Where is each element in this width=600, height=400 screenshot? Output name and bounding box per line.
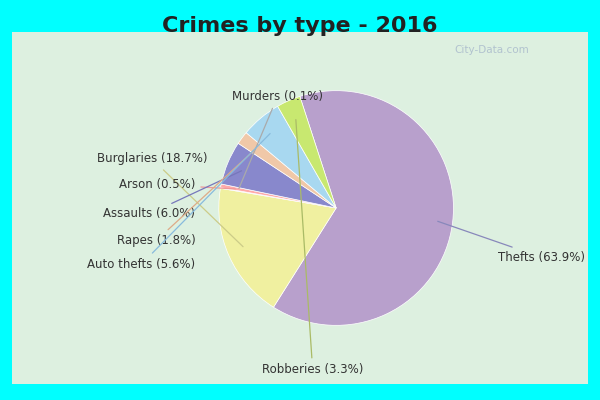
Text: Arson (0.5%): Arson (0.5%) — [119, 178, 235, 191]
Wedge shape — [219, 188, 336, 307]
Wedge shape — [220, 188, 336, 208]
Text: Assaults (6.0%): Assaults (6.0%) — [103, 171, 242, 220]
Wedge shape — [221, 184, 336, 208]
Wedge shape — [278, 96, 336, 208]
Text: Robberies (3.3%): Robberies (3.3%) — [262, 120, 364, 376]
Wedge shape — [221, 143, 336, 208]
Wedge shape — [274, 91, 454, 325]
Text: City-Data.com: City-Data.com — [455, 45, 529, 55]
Wedge shape — [238, 133, 336, 208]
Text: Auto thefts (5.6%): Auto thefts (5.6%) — [87, 134, 270, 271]
Text: Murders (0.1%): Murders (0.1%) — [232, 90, 323, 188]
Wedge shape — [246, 106, 336, 208]
Text: Rapes (1.8%): Rapes (1.8%) — [116, 150, 254, 247]
Text: Crimes by type - 2016: Crimes by type - 2016 — [162, 16, 438, 36]
Text: Thefts (63.9%): Thefts (63.9%) — [438, 221, 585, 264]
Text: Burglaries (18.7%): Burglaries (18.7%) — [97, 152, 243, 247]
